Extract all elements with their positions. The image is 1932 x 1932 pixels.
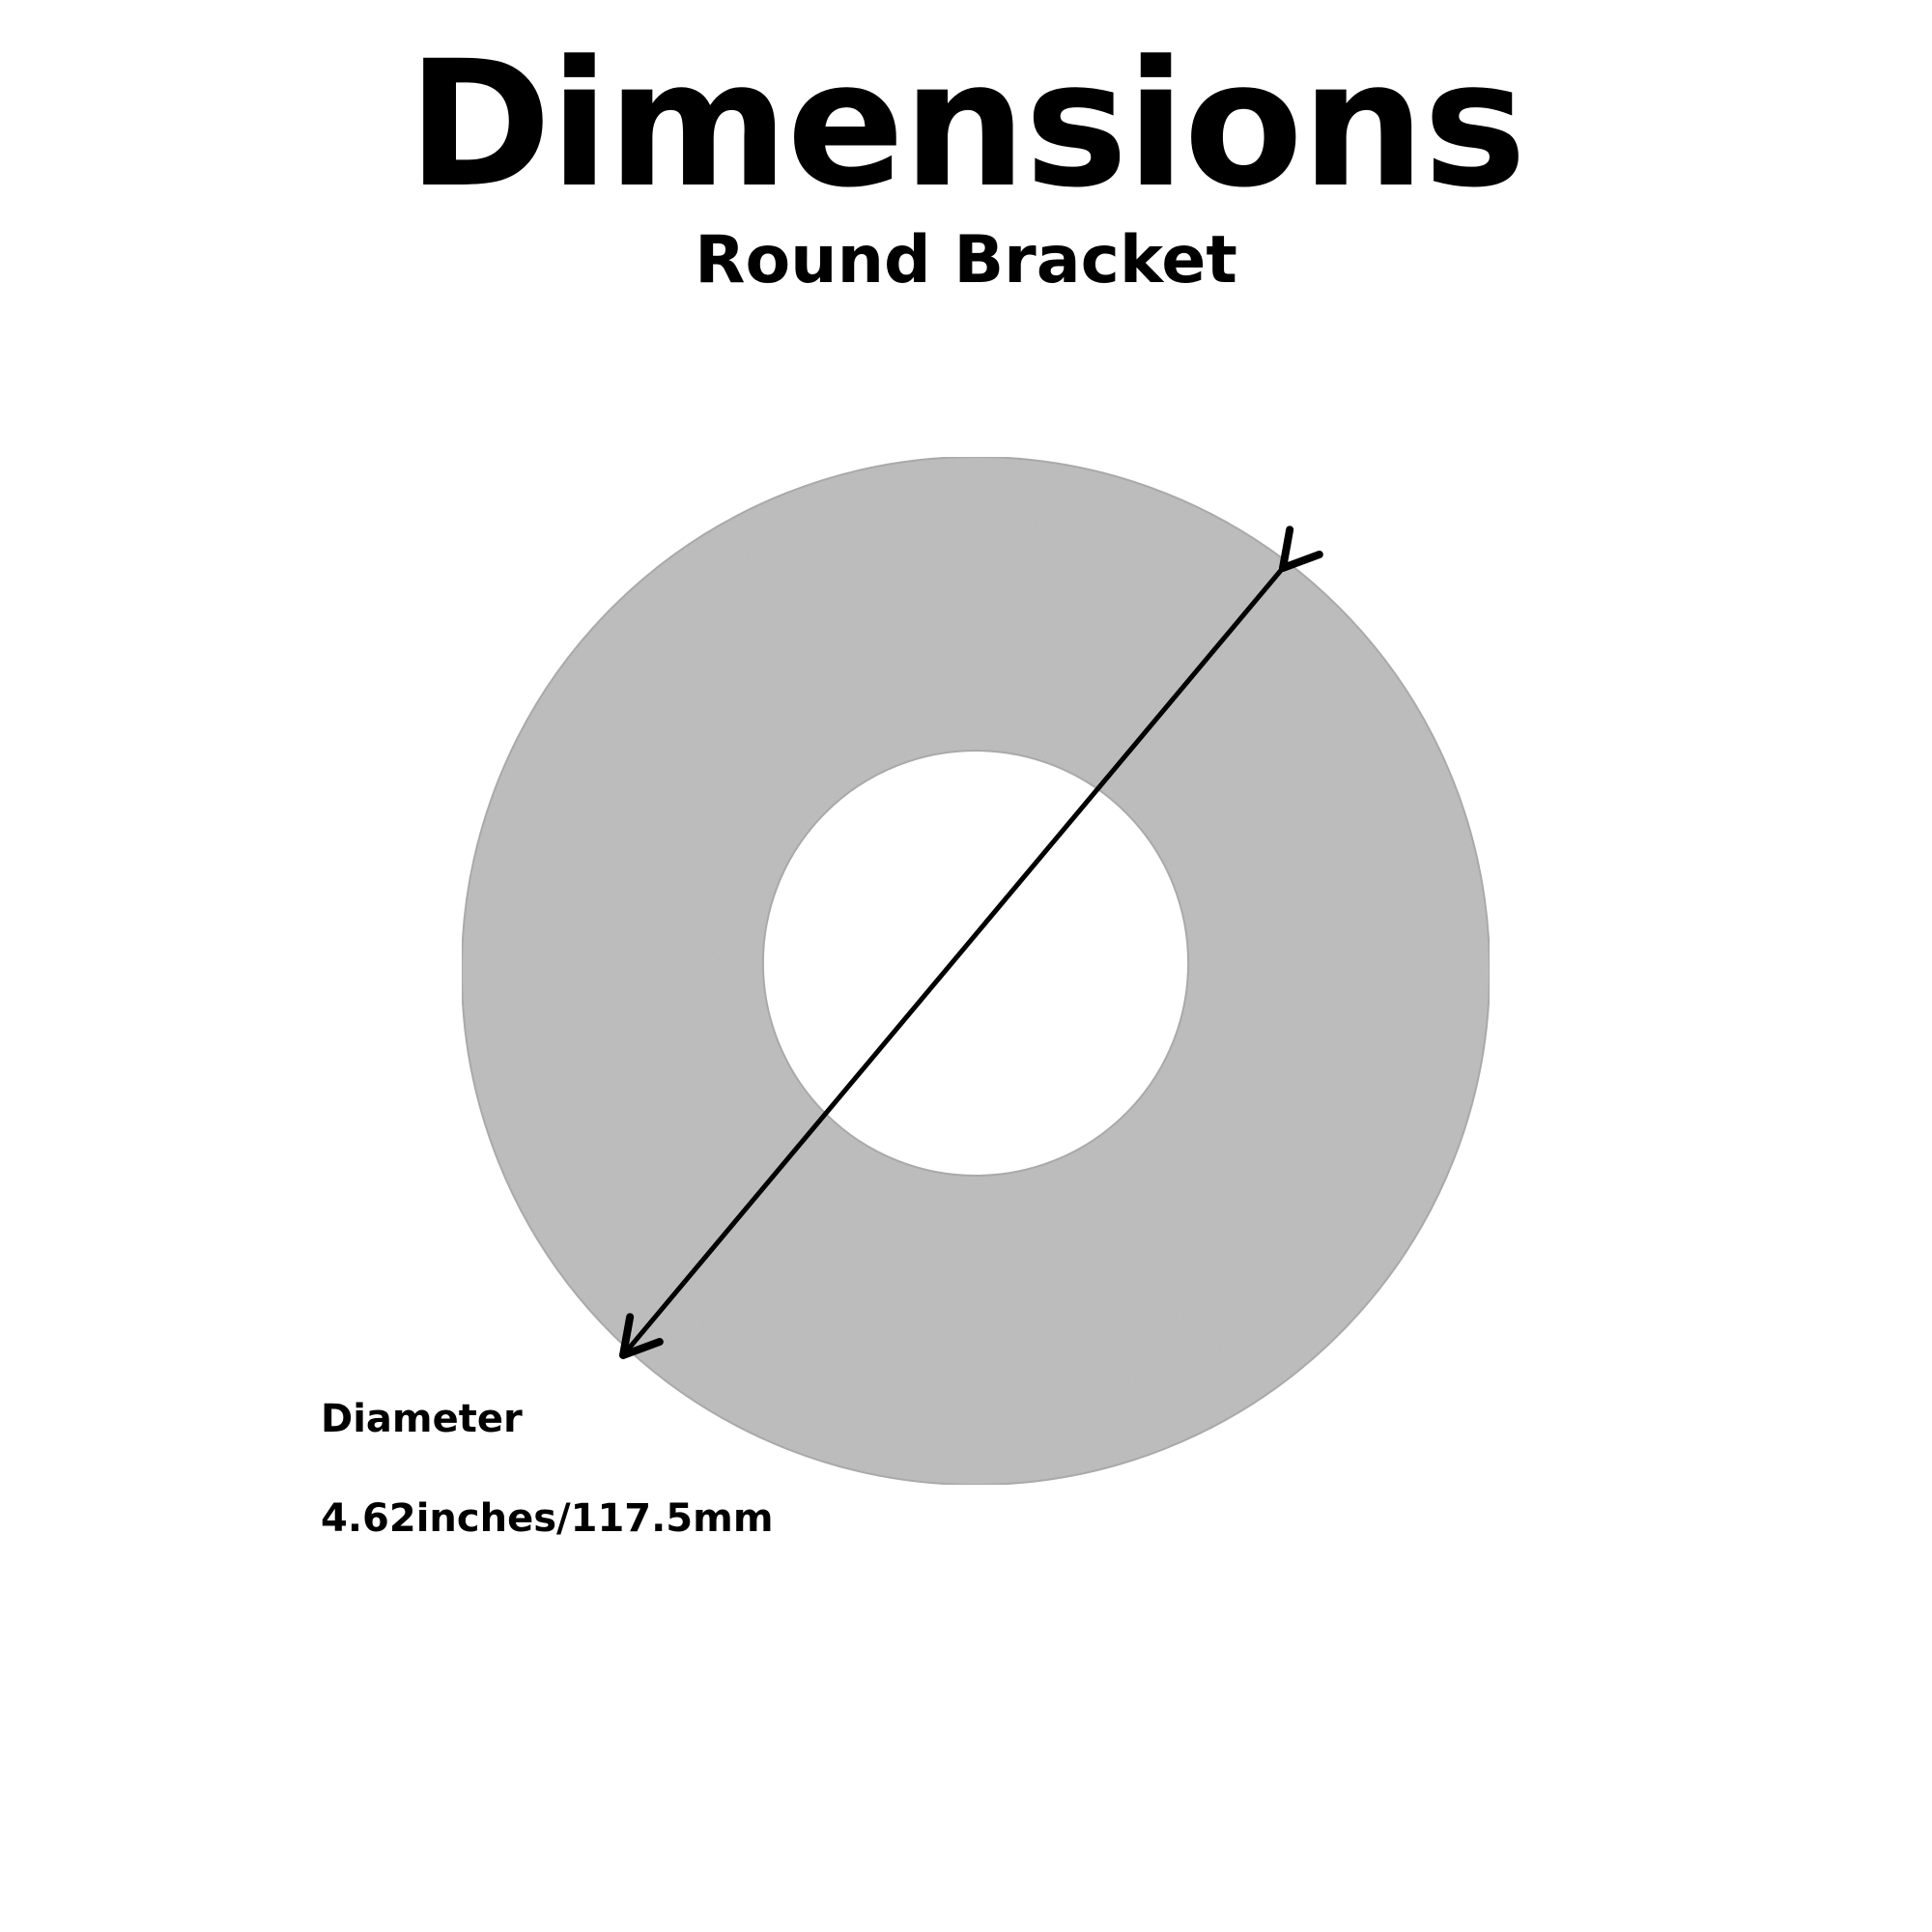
page-title: Dimensions [407, 24, 1527, 226]
diameter-label: Diameter [321, 1397, 523, 1441]
bracket-ring [461, 455, 1491, 1487]
round-bracket-shape [461, 455, 1491, 1487]
diameter-arrow [619, 526, 1323, 1359]
diameter-value: 4.62inches/117.5mm [321, 1496, 774, 1541]
page-subtitle: Round Bracket [695, 222, 1237, 298]
